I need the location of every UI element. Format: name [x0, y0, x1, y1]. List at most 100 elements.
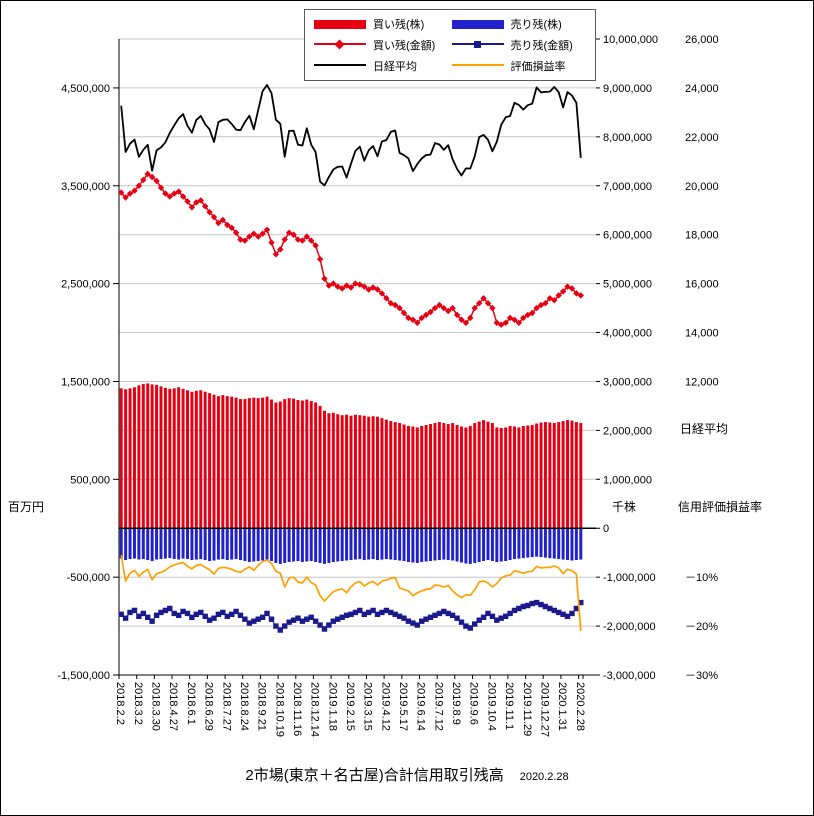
svg-text:-1,500,000: -1,500,000 [57, 670, 110, 682]
svg-text:2018.6.1: 2018.6.1 [185, 682, 197, 725]
left-axis-title: 百万円 [8, 500, 45, 514]
svg-text:5,000,000: 5,000,000 [603, 279, 652, 291]
svg-text:2019.3.15: 2019.3.15 [362, 682, 374, 731]
svg-text:2018.4.27: 2018.4.27 [167, 682, 179, 731]
svg-text:20,000: 20,000 [685, 181, 719, 193]
svg-text:－20%: －20% [685, 621, 718, 633]
pnl-ratio-swatch [451, 60, 504, 71]
svg-text:10,000,000: 10,000,000 [603, 34, 658, 46]
buy-amount-swatch [314, 39, 366, 50]
nikkei-legend-label: 日経平均 [373, 60, 417, 73]
nikkei-swatch [314, 60, 366, 71]
pct-axis-labels: －10% －20% －30% [685, 572, 718, 682]
buy-amount-legend-label: 買い残(金額) [373, 39, 436, 52]
svg-text:2019.12.27: 2019.12.27 [538, 682, 550, 737]
buy-shares-bars [119, 383, 583, 529]
svg-text:2018.10.19: 2018.10.19 [273, 682, 285, 737]
axes [118, 39, 596, 675]
chart-legend: 買い残(株) 売り残(株) 買い残(金額) 売り残(金額) 日経平均 評価損益率 [304, 9, 596, 81]
svg-text:2019.1.18: 2019.1.18 [326, 682, 338, 731]
svg-text:2018.8.24: 2018.8.24 [238, 682, 250, 731]
buy-shares-swatch [314, 19, 366, 30]
svg-text:-2,000,000: -2,000,000 [603, 621, 656, 633]
nikkei-axis-title: 日経平均 [680, 422, 729, 436]
svg-text:18,000: 18,000 [685, 230, 719, 242]
svg-text:7,000,000: 7,000,000 [603, 181, 652, 193]
legend-item-buy-amount: 買い残(金額) [314, 35, 452, 56]
chart-title-row: 2市場(東京＋名古屋)合計信用取引残高 2020.2.28 [1, 764, 813, 785]
svg-text:4,500,000: 4,500,000 [61, 83, 110, 95]
svg-text:2019.4.12: 2019.4.12 [379, 682, 391, 731]
svg-text:12,000: 12,000 [685, 376, 719, 388]
svg-text:－30%: －30% [685, 670, 718, 682]
legend-item-buy-shares: 買い残(株) [314, 14, 452, 35]
svg-text:2019.7.12: 2019.7.12 [432, 682, 444, 731]
svg-text:1,500,000: 1,500,000 [61, 376, 110, 388]
svg-text:2020.1.31: 2020.1.31 [556, 682, 568, 731]
svg-text:22,000: 22,000 [685, 132, 719, 144]
legend-item-nikkei: 日経平均 [314, 55, 452, 76]
sell-shares-legend-label: 売り残(株) [510, 19, 562, 32]
buy-amount-diamond-marker-icon [334, 40, 345, 50]
svg-text:-3,000,000: -3,000,000 [603, 670, 656, 682]
pnl-ratio-series [120, 554, 582, 632]
svg-text:2019.2.15: 2019.2.15 [344, 682, 356, 731]
svg-text:-500,000: -500,000 [67, 572, 110, 584]
svg-text:2018.2.2: 2018.2.2 [114, 682, 126, 725]
sell-amount-square-marker-icon [473, 41, 481, 49]
svg-text:2018.6.29: 2018.6.29 [203, 682, 215, 731]
svg-text:－10%: －10% [685, 572, 718, 584]
svg-text:2019.5.17: 2019.5.17 [397, 682, 409, 731]
svg-text:16,000: 16,000 [685, 279, 719, 291]
nikkei-axis-labels: 26,000 24,000 22,000 20,000 18,000 16,000 14,0… [685, 34, 719, 388]
buy-amount-series [118, 170, 584, 328]
x-axis-labels: 2018.2.2 2018.3.2 2018.3.30 2018.4.27 2018.6… [114, 675, 586, 737]
shares-axis-title: 千株 [612, 500, 637, 514]
svg-text:2018.12.14: 2018.12.14 [309, 682, 321, 737]
svg-text:-1,000,000: -1,000,000 [603, 572, 656, 584]
shares-axis-labels: 10,000,000 9,000,000 8,000,000 7,000,000 6,0… [596, 34, 658, 682]
svg-text:26,000: 26,000 [685, 34, 719, 46]
pnl-ratio-legend-label: 評価損益率 [510, 60, 566, 73]
svg-text:2019.11.1: 2019.11.1 [503, 682, 515, 730]
legend-item-pnl-ratio: 評価損益率 [451, 55, 590, 76]
svg-text:2019.8.9: 2019.8.9 [450, 682, 462, 725]
svg-text:3,500,000: 3,500,000 [61, 181, 110, 193]
svg-text:2018.3.2: 2018.3.2 [132, 682, 144, 725]
svg-text:6,000,000: 6,000,000 [603, 230, 652, 242]
svg-text:14,000: 14,000 [685, 328, 719, 340]
svg-text:2018.9.21: 2018.9.21 [256, 682, 268, 731]
svg-text:3,000,000: 3,000,000 [603, 376, 652, 388]
svg-text:2,500,000: 2,500,000 [61, 279, 110, 291]
sell-amount-swatch [451, 39, 504, 50]
svg-text:2019.10.4: 2019.10.4 [485, 682, 497, 731]
svg-text:0: 0 [603, 523, 609, 535]
sell-shares-bars [119, 528, 583, 564]
svg-text:9,000,000: 9,000,000 [603, 83, 652, 95]
svg-text:500,000: 500,000 [70, 474, 110, 486]
svg-text:2019.11.29: 2019.11.29 [521, 682, 533, 736]
svg-text:8,000,000: 8,000,000 [603, 132, 652, 144]
legend-item-sell-shares: 売り残(株) [451, 14, 590, 35]
svg-text:2,000,000: 2,000,000 [603, 425, 652, 437]
as-of-date: 2020.2.28 [519, 771, 569, 783]
svg-text:4,000,000: 4,000,000 [603, 328, 652, 340]
sell-amount-series [118, 599, 584, 633]
buy-shares-legend-label: 買い残(株) [373, 19, 425, 32]
legend-item-sell-amount: 売り残(金額) [451, 35, 590, 56]
pct-axis-title: 信用評価損益率 [678, 500, 763, 514]
left-axis-labels: 4,500,000 3,500,000 2,500,000 1,500,000 500,… [57, 83, 119, 682]
svg-text:2019.6.14: 2019.6.14 [415, 682, 427, 731]
svg-text:2018.3.30: 2018.3.30 [150, 682, 162, 731]
chart-title: 2市場(東京＋名古屋)合計信用取引残高 [245, 767, 504, 784]
nikkei-series [120, 84, 582, 187]
svg-text:1,000,000: 1,000,000 [603, 474, 652, 486]
svg-text:2018.7.27: 2018.7.27 [220, 682, 232, 731]
svg-text:2020.2.28: 2020.2.28 [574, 682, 586, 731]
svg-text:2019.9.6: 2019.9.6 [468, 682, 480, 725]
sell-shares-swatch [451, 19, 504, 30]
sell-amount-legend-label: 売り残(金額) [510, 39, 573, 52]
svg-text:2018.11.16: 2018.11.16 [291, 682, 303, 736]
